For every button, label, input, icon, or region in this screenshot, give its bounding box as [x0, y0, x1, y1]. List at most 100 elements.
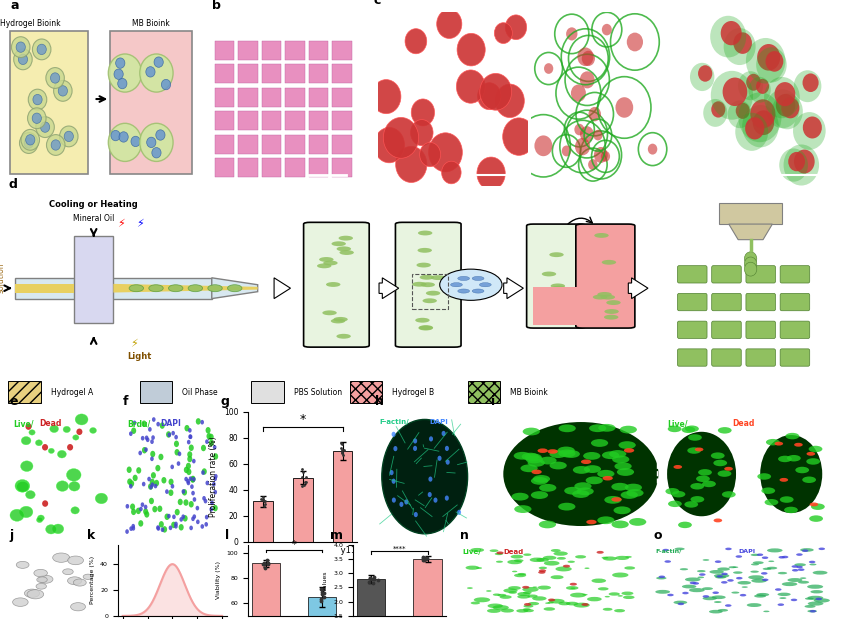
Ellipse shape: [587, 597, 601, 601]
Circle shape: [578, 48, 594, 66]
Ellipse shape: [503, 422, 659, 526]
Circle shape: [144, 448, 148, 452]
Circle shape: [148, 483, 153, 490]
Ellipse shape: [751, 554, 759, 556]
Circle shape: [682, 592, 689, 594]
Circle shape: [196, 418, 201, 425]
Ellipse shape: [36, 117, 55, 137]
Circle shape: [130, 503, 135, 510]
Ellipse shape: [479, 283, 491, 287]
Ellipse shape: [552, 286, 566, 290]
Circle shape: [389, 470, 394, 475]
Ellipse shape: [563, 450, 580, 458]
Ellipse shape: [523, 591, 532, 594]
Text: ⚡: ⚡: [117, 220, 124, 230]
Circle shape: [798, 568, 805, 571]
Ellipse shape: [56, 481, 68, 491]
Circle shape: [648, 144, 658, 155]
Ellipse shape: [794, 443, 803, 447]
Ellipse shape: [64, 131, 73, 142]
Point: [315, 594, 328, 604]
FancyBboxPatch shape: [576, 224, 635, 328]
Ellipse shape: [811, 590, 823, 594]
Circle shape: [784, 144, 819, 186]
Text: DAPI: DAPI: [738, 549, 756, 554]
Circle shape: [392, 431, 395, 437]
Ellipse shape: [545, 602, 550, 604]
Point: [315, 595, 328, 605]
Ellipse shape: [333, 317, 348, 322]
Ellipse shape: [732, 592, 739, 594]
Point: [420, 554, 433, 564]
Circle shape: [192, 459, 196, 464]
Text: DAPI: DAPI: [430, 420, 448, 425]
Ellipse shape: [208, 285, 222, 292]
Text: Hydrogel Bioink: Hydrogel Bioink: [0, 19, 61, 28]
Circle shape: [571, 84, 586, 102]
Circle shape: [151, 456, 154, 461]
Ellipse shape: [331, 319, 346, 323]
Ellipse shape: [674, 465, 682, 469]
Bar: [350, 381, 383, 404]
Circle shape: [796, 566, 803, 568]
Ellipse shape: [591, 579, 606, 583]
Ellipse shape: [597, 292, 611, 297]
Ellipse shape: [512, 571, 517, 573]
Circle shape: [372, 80, 401, 114]
Ellipse shape: [757, 473, 771, 480]
Ellipse shape: [761, 487, 775, 494]
Text: F-actin/: F-actin/: [655, 549, 682, 554]
Ellipse shape: [340, 250, 354, 255]
Ellipse shape: [574, 603, 590, 608]
Ellipse shape: [42, 500, 48, 507]
FancyBboxPatch shape: [110, 32, 192, 173]
Ellipse shape: [50, 73, 60, 83]
Polygon shape: [504, 278, 523, 298]
Ellipse shape: [63, 426, 71, 433]
Circle shape: [575, 138, 590, 155]
FancyBboxPatch shape: [304, 222, 369, 347]
Ellipse shape: [778, 572, 787, 574]
Circle shape: [596, 551, 604, 554]
Circle shape: [405, 500, 409, 504]
Ellipse shape: [621, 592, 633, 595]
Ellipse shape: [33, 94, 42, 105]
FancyBboxPatch shape: [711, 349, 741, 366]
Ellipse shape: [589, 425, 606, 432]
Text: F-actin/: F-actin/: [379, 420, 409, 425]
Ellipse shape: [547, 449, 558, 454]
Circle shape: [429, 436, 433, 441]
Ellipse shape: [20, 461, 33, 472]
Point: [257, 501, 271, 511]
Ellipse shape: [769, 561, 775, 562]
Ellipse shape: [710, 570, 724, 574]
Circle shape: [803, 116, 822, 139]
Circle shape: [200, 524, 204, 529]
Point: [315, 589, 329, 599]
Circle shape: [794, 70, 822, 102]
Circle shape: [710, 15, 746, 58]
Circle shape: [182, 514, 185, 519]
Point: [315, 584, 328, 594]
Circle shape: [209, 507, 213, 512]
Ellipse shape: [553, 552, 568, 556]
Ellipse shape: [539, 521, 556, 529]
Ellipse shape: [584, 465, 601, 473]
Bar: [332, 451, 352, 542]
Circle shape: [209, 439, 214, 446]
Circle shape: [756, 47, 786, 82]
Circle shape: [166, 431, 171, 438]
Point: [336, 449, 350, 459]
Circle shape: [582, 51, 595, 66]
Ellipse shape: [13, 49, 32, 70]
Point: [297, 480, 310, 490]
Circle shape: [207, 433, 212, 439]
Circle shape: [569, 582, 577, 586]
Ellipse shape: [807, 584, 823, 589]
Bar: [412, 274, 448, 309]
Circle shape: [692, 582, 699, 585]
Ellipse shape: [486, 590, 491, 592]
Ellipse shape: [605, 596, 610, 597]
Text: o: o: [653, 529, 662, 542]
Point: [336, 448, 349, 457]
